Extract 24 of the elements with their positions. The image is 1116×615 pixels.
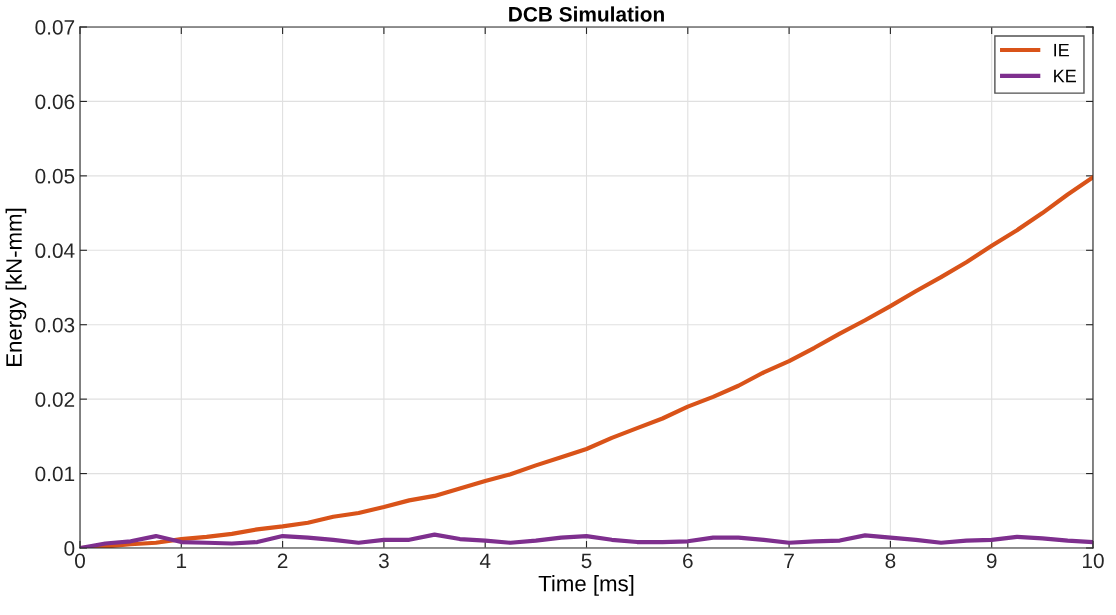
- x-tick-label: 4: [479, 553, 491, 568]
- x-tick-label: 9: [986, 553, 997, 569]
- x-tick-label: 1: [177, 553, 187, 568]
- y-tick-label: 0.03: [35, 317, 75, 333]
- y-tick-label: 0.04: [35, 243, 75, 259]
- x-tick-label: 10: [1083, 553, 1104, 569]
- x-tick-label: 8: [885, 553, 896, 569]
- y-tick-label: 0.02: [35, 392, 75, 407]
- x-tick-label: 6: [683, 553, 693, 569]
- y-tick-label: 0.05: [35, 168, 75, 184]
- chart-title: DCB Simulation: [509, 6, 664, 22]
- x-tick-label: 7: [784, 553, 794, 568]
- y-tick-label: 0.07: [35, 20, 75, 35]
- legend-label: IE: [1054, 43, 1069, 57]
- x-axis-title: Time [ms]: [538, 575, 634, 596]
- x-tick-label: 0: [75, 553, 85, 569]
- legend-label: KE: [1054, 69, 1076, 83]
- y-tick-label: 0: [64, 541, 75, 556]
- y-tick-label: 0.01: [35, 466, 75, 482]
- y-axis-title: Energy [kN-mm]: [5, 208, 27, 366]
- x-tick-label: 5: [581, 553, 592, 569]
- x-tick-label: 2: [277, 553, 288, 568]
- x-tick-label: 3: [378, 553, 389, 569]
- y-tick-label: 0.06: [35, 94, 75, 110]
